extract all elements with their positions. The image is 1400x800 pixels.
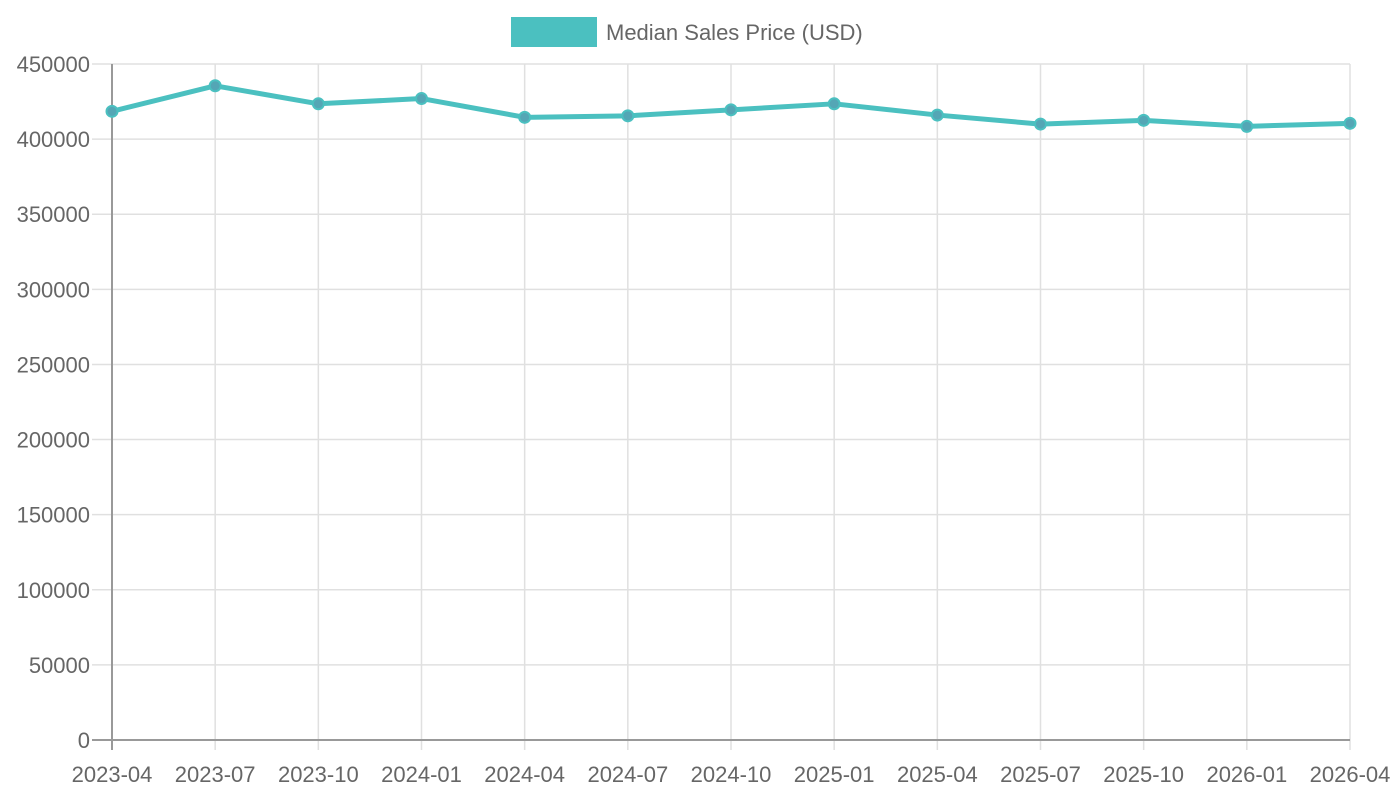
x-tick-label: 2023-07: [175, 762, 256, 787]
data-point[interactable]: [208, 79, 222, 93]
data-point[interactable]: [518, 110, 532, 124]
x-tick-label: 2026-04: [1310, 762, 1391, 787]
data-point[interactable]: [105, 104, 119, 118]
legend-label[interactable]: Median Sales Price (USD): [606, 20, 863, 45]
data-point[interactable]: [1137, 113, 1151, 127]
data-point[interactable]: [415, 92, 428, 106]
legend[interactable]: Median Sales Price (USD): [511, 17, 863, 47]
y-tick-label: 0: [78, 728, 90, 753]
data-point[interactable]: [827, 97, 841, 111]
y-tick-label: 350000: [17, 202, 90, 227]
x-tick-label: 2023-10: [278, 762, 359, 787]
x-tick-label: 2024-04: [484, 762, 565, 787]
data-point[interactable]: [1343, 116, 1357, 130]
x-tick-label: 2025-04: [897, 762, 978, 787]
grid: [92, 63, 1351, 750]
y-tick-label: 50000: [29, 653, 90, 678]
y-tick-label: 200000: [17, 428, 90, 453]
x-tick-label: 2024-10: [691, 762, 772, 787]
x-tick-label: 2023-04: [72, 762, 153, 787]
data-point[interactable]: [1240, 119, 1254, 133]
x-tick-label: 2025-07: [1000, 762, 1081, 787]
data-point[interactable]: [930, 108, 944, 122]
y-tick-label: 400000: [17, 127, 90, 152]
data-point[interactable]: [621, 109, 635, 123]
y-tick-label: 150000: [17, 503, 90, 528]
x-axis-ticks: 2023-04 2023-07 2023-10 2024-01 2024-04 2024-…: [72, 762, 1391, 787]
series-layer: [105, 79, 1357, 133]
y-axis-ticks: 0 50000 100000 150000 200000 250000 300000 3500…: [17, 52, 90, 753]
y-tick-label: 100000: [17, 578, 90, 603]
data-point[interactable]: [1034, 117, 1047, 131]
legend-swatch[interactable]: [511, 17, 597, 47]
x-tick-label: 2025-10: [1103, 762, 1184, 787]
data-point[interactable]: [724, 103, 738, 117]
x-tick-label: 2026-01: [1206, 762, 1287, 787]
x-tick-label: 2024-01: [381, 762, 462, 787]
y-tick-label: 250000: [17, 352, 90, 377]
y-tick-label: 300000: [17, 277, 90, 302]
x-tick-label: 2025-01: [794, 762, 875, 787]
y-tick-label: 450000: [17, 52, 90, 77]
axes: [92, 64, 1350, 750]
data-point[interactable]: [311, 97, 325, 111]
x-tick-label: 2024-07: [587, 762, 668, 787]
